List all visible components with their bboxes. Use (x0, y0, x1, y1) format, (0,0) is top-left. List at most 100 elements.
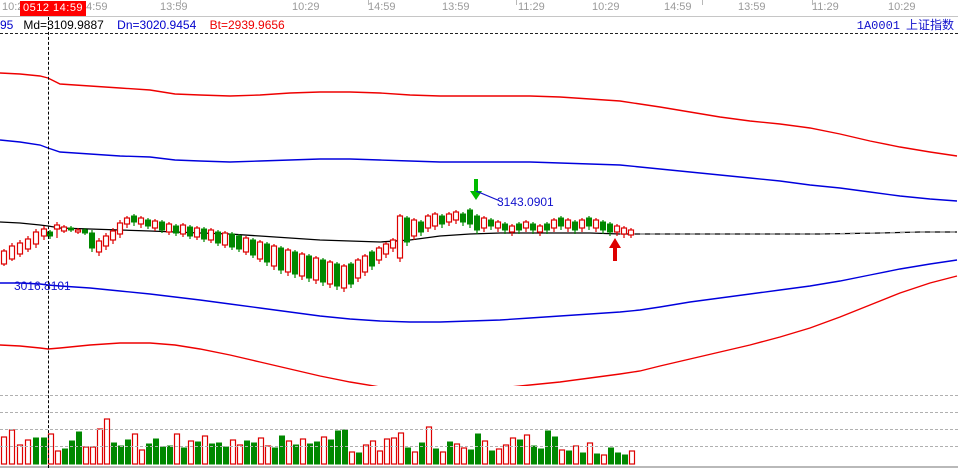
candle-84 (592, 218, 600, 232)
candle-54 (382, 242, 390, 258)
candle-71 (502, 222, 508, 234)
candle-22 (159, 220, 165, 233)
candle-25 (179, 223, 187, 237)
volume-bar-76 (538, 448, 544, 465)
candle-body (278, 247, 284, 271)
candle-78 (550, 218, 558, 232)
candle-body (586, 217, 592, 227)
candle-70 (494, 220, 502, 232)
candle-body (320, 259, 326, 283)
volume-bar-45 (320, 436, 328, 465)
volume-bar-71 (502, 444, 510, 465)
candle-body (340, 265, 348, 289)
volume-bar-35 (251, 442, 257, 465)
candle-82 (578, 218, 586, 232)
candle-83 (586, 216, 592, 230)
volume-bar-34 (244, 440, 250, 465)
candle-body (467, 209, 473, 225)
volume-baseline (0, 466, 958, 468)
time-axis: 10:29 14:59 13:59 10:29 14:59 13:59 11:29 10:29… (0, 0, 958, 17)
crosshair-cursor[interactable] (48, 17, 49, 468)
volume-bar-17 (125, 439, 131, 465)
time-tick-6: 11:29 (518, 1, 545, 13)
candle-body (516, 223, 522, 231)
candle-74 (522, 220, 530, 232)
volume-bar-16 (118, 445, 124, 465)
candle-35 (250, 238, 256, 258)
buy-arrow-shape (609, 238, 621, 261)
volume-bar-23 (167, 445, 173, 465)
volume-bar-79 (558, 449, 566, 465)
candle-body (424, 215, 432, 229)
volume-bar-51 (362, 444, 370, 465)
candle-12 (89, 230, 95, 252)
volume-bar-56 (397, 432, 405, 465)
candle-47 (334, 262, 340, 290)
candle-body (236, 235, 242, 250)
volume-bar-1 (8, 429, 16, 465)
candle-62 (439, 214, 445, 228)
candle-57 (404, 216, 410, 246)
candle-body (215, 231, 221, 244)
volume-bar-8 (62, 448, 68, 465)
candle-14 (102, 233, 110, 250)
candle-body (24, 238, 32, 250)
candle-body (145, 219, 151, 227)
candle-43 (306, 254, 312, 282)
symbol-header: 1A0001 上证指数 (857, 18, 954, 33)
volume-bar-87 (615, 452, 621, 465)
volume-bar-37 (264, 445, 272, 465)
candle-body (613, 225, 621, 233)
candle-body (382, 243, 390, 255)
volume-bar-40 (285, 440, 293, 465)
time-tick-2: 13:59 (160, 1, 188, 13)
volume-bar-58 (411, 451, 419, 465)
volume-bar-59 (419, 442, 425, 465)
volume-bar-4 (33, 437, 39, 465)
volume-bar-7 (54, 450, 62, 465)
volume-bar-10 (76, 431, 82, 465)
candle-body (564, 219, 572, 229)
volume-bar-82 (580, 452, 586, 465)
volume-bar-44 (314, 441, 320, 465)
candle-40 (284, 248, 292, 276)
volume-bar-75 (531, 445, 537, 465)
candle-11 (82, 228, 88, 235)
time-axis-separator-2 (516, 0, 517, 5)
candle-body (474, 215, 480, 231)
candle-body (578, 219, 586, 229)
candle-36 (256, 240, 264, 262)
dn-value: 3020.9454 (139, 18, 197, 32)
volume-bar-31 (223, 446, 229, 465)
candle-75 (530, 222, 536, 234)
candle-body (165, 223, 173, 233)
volume-bar-36 (257, 437, 265, 465)
price-chart-svg (0, 72, 958, 386)
volume-bar-64 (453, 443, 461, 465)
candle-body (229, 233, 235, 248)
cursor-time-badge[interactable]: 0512 14:59 (20, 1, 87, 16)
volume-bar-30 (216, 442, 222, 465)
volume-bar-19 (138, 449, 146, 465)
candle-body (207, 229, 215, 241)
volume-bar-48 (342, 429, 348, 465)
volume-gridline-3 (0, 446, 958, 447)
candle-body (480, 217, 488, 229)
candle-body (600, 221, 606, 231)
candle-body (68, 227, 74, 231)
candle-body (298, 253, 306, 277)
candle-65 (460, 212, 466, 226)
volume-bar-41 (293, 444, 299, 465)
candle-body (179, 224, 187, 235)
candle-0 (0, 249, 8, 266)
volume-bar-20 (146, 443, 152, 465)
candle-44 (312, 256, 320, 284)
candle-41 (292, 250, 298, 278)
volume-gridline-1 (0, 412, 958, 413)
volume-bar-26 (187, 440, 195, 465)
candle-24 (173, 224, 179, 236)
volume-bar-66 (468, 449, 474, 465)
candle-58 (410, 218, 418, 240)
volume-bar-60 (425, 426, 433, 465)
